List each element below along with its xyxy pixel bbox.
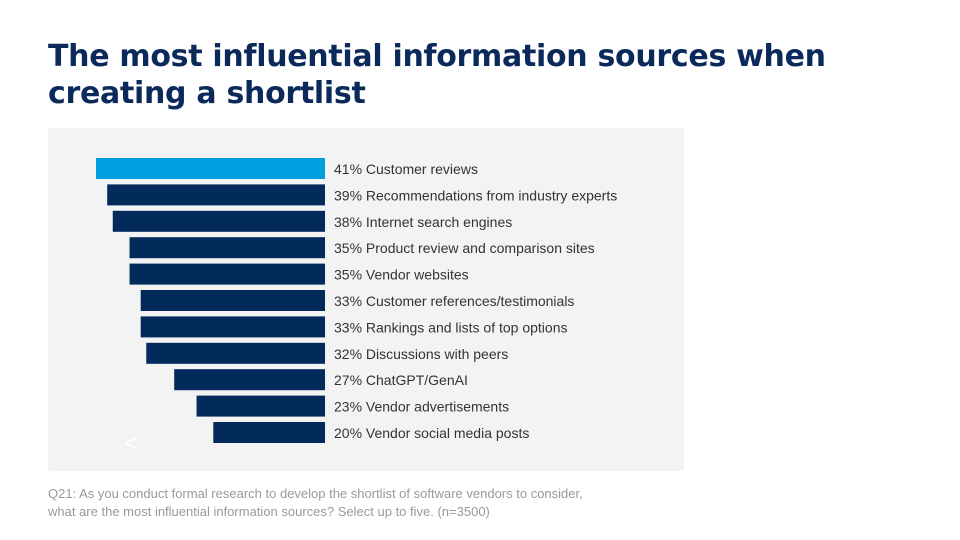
footnote: Q21: As you conduct formal research to d… [48, 486, 583, 519]
bar-label-0: 41% Customer reviews [334, 161, 478, 177]
bar-3 [129, 237, 325, 259]
bar-label-10: 20% Vendor social media posts [334, 425, 529, 441]
bar-label-1: 39% Recommendations from industry expert… [334, 187, 617, 203]
bar-5 [140, 290, 325, 311]
bar-label-3: 35% Product review and comparison sites [334, 240, 595, 256]
bar-label-9: 23% Vendor advertisements [334, 399, 509, 415]
bar-label-4: 35% Vendor websites [334, 267, 469, 283]
chevron-left-icon[interactable]: < [124, 430, 139, 457]
bar-label-6: 33% Rankings and lists of top options [334, 319, 567, 335]
bar-4 [129, 263, 325, 285]
page-title: The most influential information sources… [48, 39, 826, 111]
bar-9 [196, 395, 325, 417]
bar-10 [213, 422, 325, 443]
bar-0 [96, 158, 325, 179]
bar-7 [146, 342, 325, 364]
bar-label-5: 33% Customer references/testimonials [334, 293, 574, 309]
bar-2 [112, 210, 326, 232]
bar-label-2: 38% Internet search engines [334, 214, 512, 230]
bar-label-8: 27% ChatGPT/GenAI [334, 372, 468, 388]
bar-8 [174, 369, 325, 391]
bar-label-7: 32% Discussions with peers [334, 346, 508, 362]
bar-6 [140, 316, 325, 338]
bar-1 [107, 184, 325, 206]
